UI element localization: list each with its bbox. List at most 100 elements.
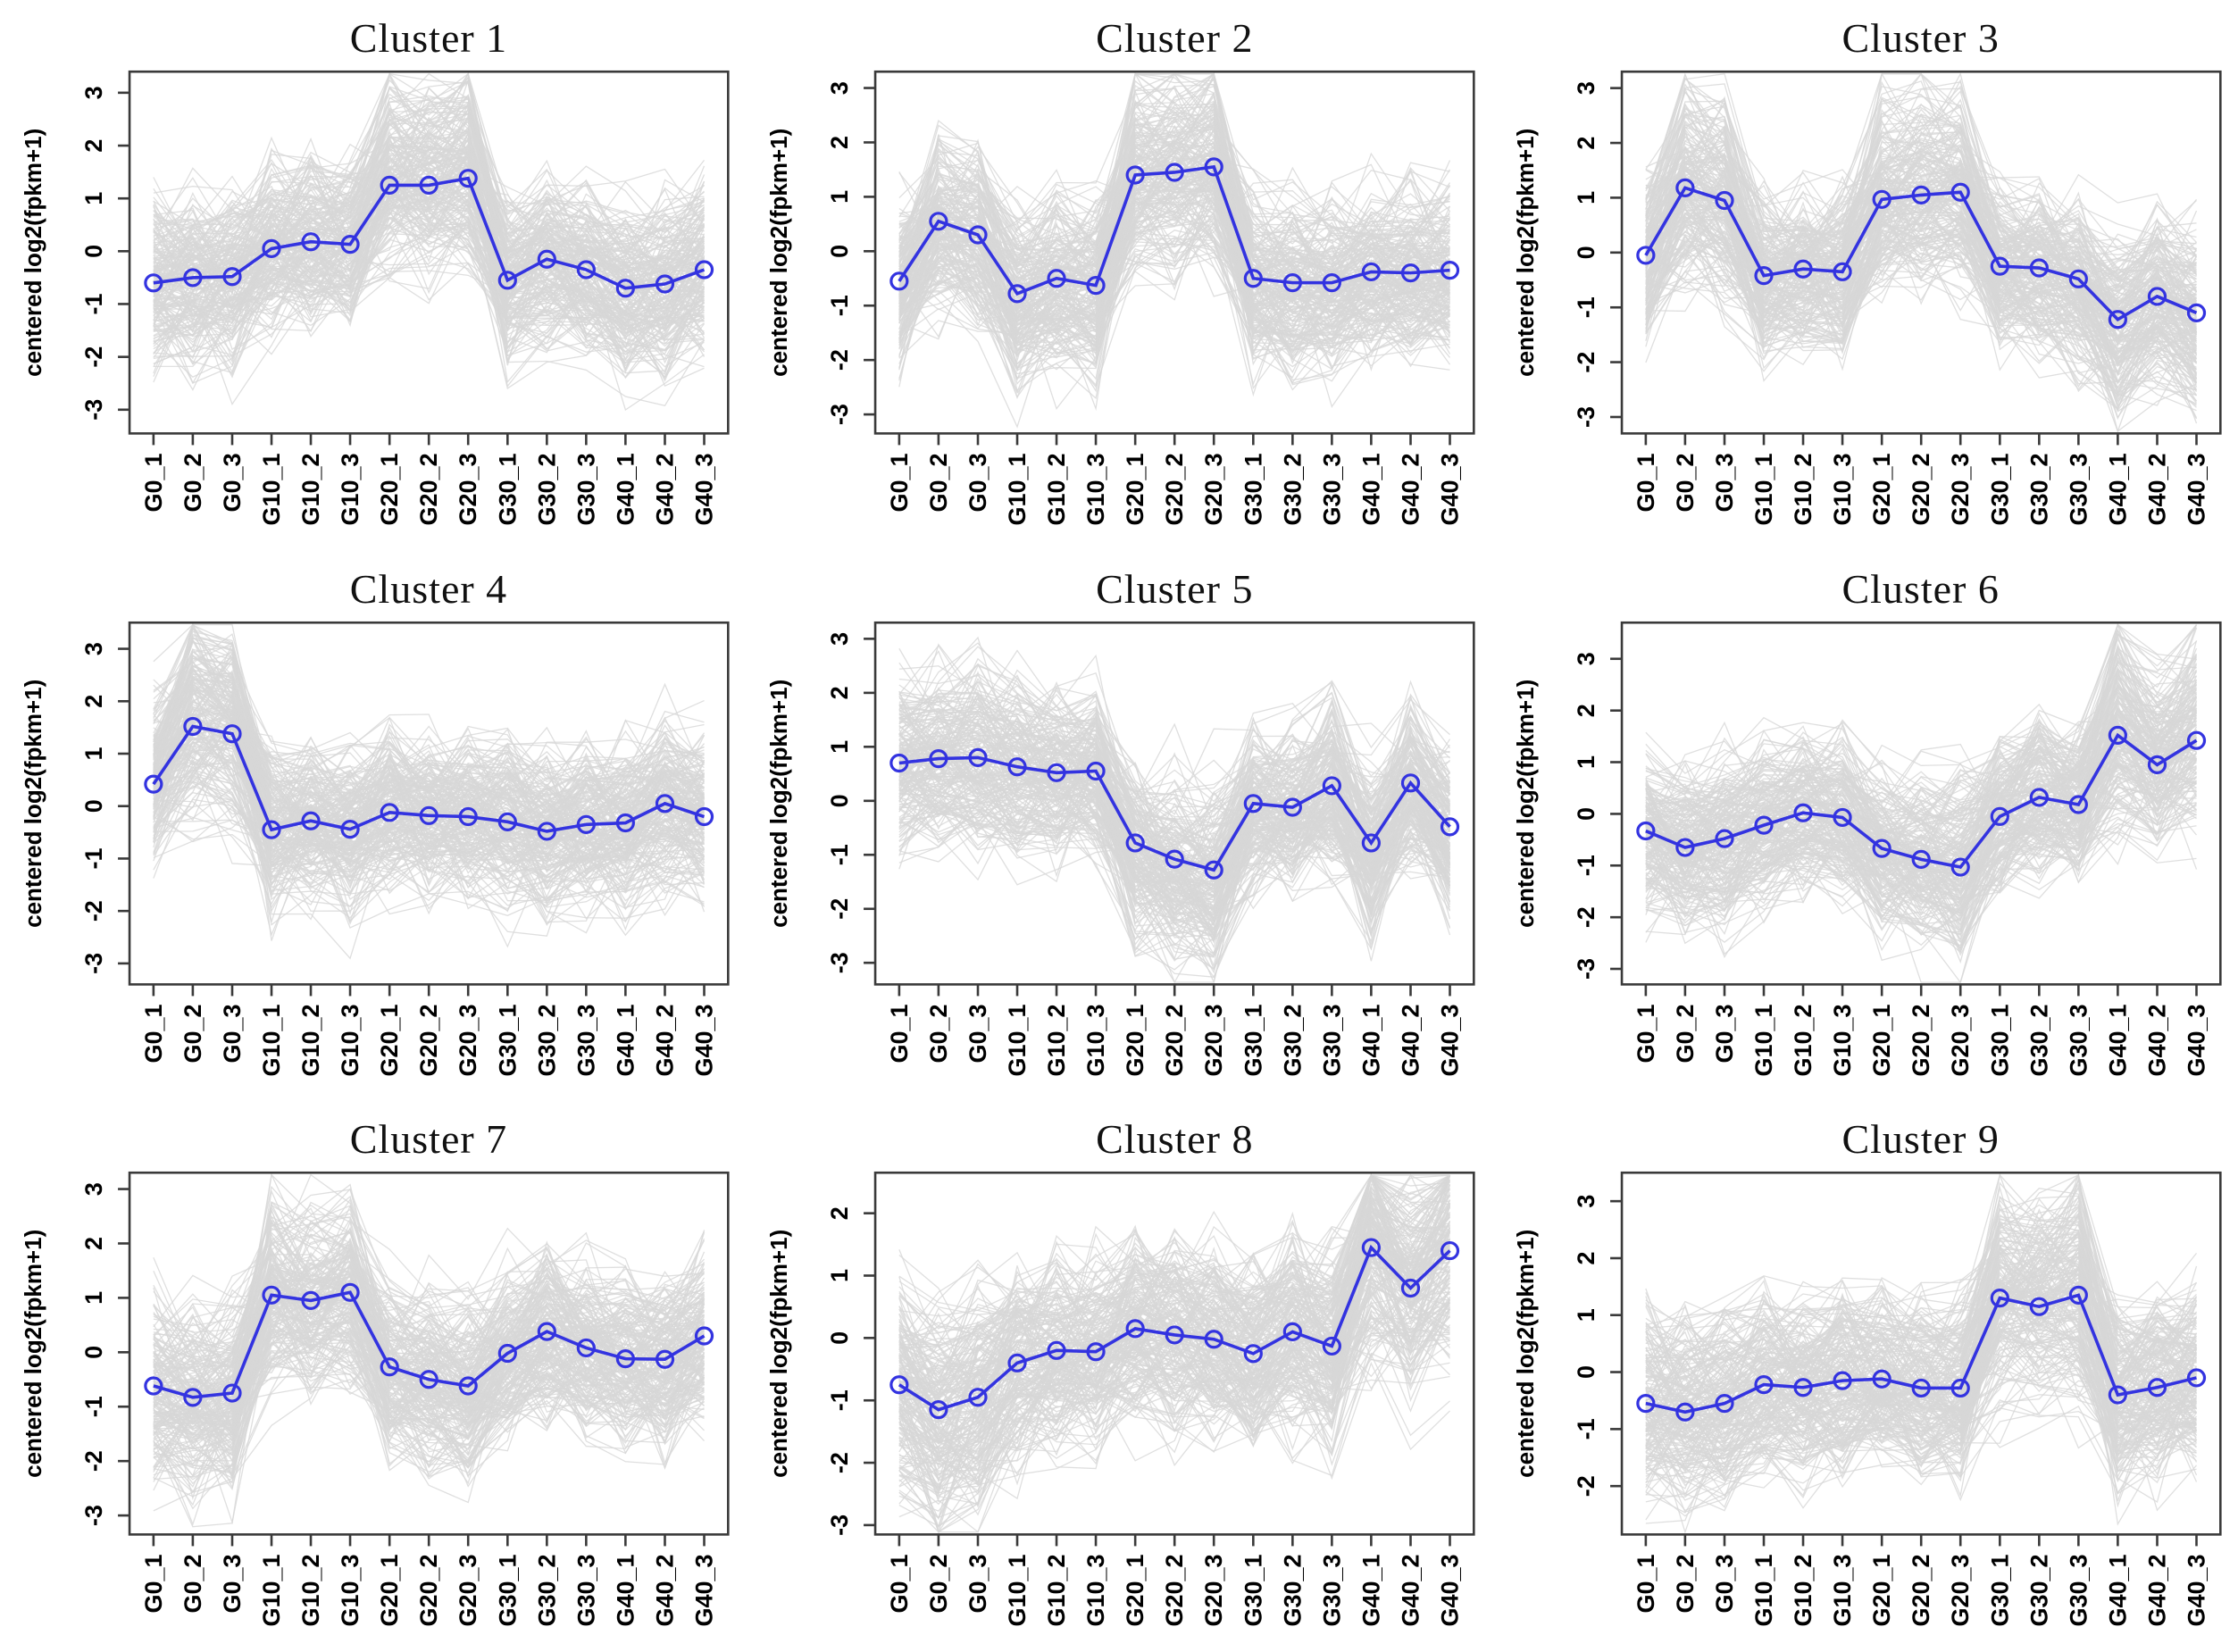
- svg-text:G0_3: G0_3: [965, 453, 991, 512]
- svg-text:2: 2: [80, 694, 107, 707]
- svg-text:G40_2: G40_2: [1398, 1004, 1424, 1076]
- axis-ticks: [118, 1188, 706, 1547]
- plot-title: Cluster 4: [349, 565, 508, 612]
- svg-text:G20_1: G20_1: [1122, 1555, 1148, 1627]
- cluster-6-plot: -3 -2 -1 0 1 2 3 G0_1 G0_2 G0_3 G10_1 G10_2 G10_3 G20…: [1492, 551, 2238, 1102]
- cluster-1-plot: -3 -2 -1 0 1 2 3 G0_1 G0_2 G0_3 G10_1 G10_2 G10_3 G20…: [0, 0, 746, 551]
- svg-text:3: 3: [826, 81, 853, 95]
- axis-tick-labels: -3 -2 -1 0 1 2 G0_1 G0_2 G0_3 G10_1 G10_2 G10_3 G20_…: [826, 1206, 1463, 1626]
- plot-title: Cluster 2: [1096, 15, 1254, 61]
- svg-text:G0_2: G0_2: [925, 1555, 952, 1614]
- svg-text:G0_2: G0_2: [1672, 453, 1699, 512]
- svg-text:1: 1: [1573, 755, 1599, 769]
- y-axis-label: centered log2(fpkm+1): [1512, 1230, 1539, 1478]
- svg-text:-1: -1: [1573, 855, 1599, 876]
- cluster-7-canvas: -3 -2 -1 0 1 2 3 G0_1 G0_2 G0_3 G10_1 G10_2 G10_3 G20…: [20, 1172, 730, 1627]
- svg-text:G30_1: G30_1: [494, 1555, 521, 1627]
- svg-text:G10_2: G10_2: [297, 453, 324, 525]
- svg-text:-2: -2: [80, 346, 107, 368]
- svg-text:G10_1: G10_1: [258, 1004, 285, 1076]
- svg-text:G30_3: G30_3: [2065, 1555, 2092, 1627]
- y-axis-label: centered log2(fpkm+1): [1512, 679, 1539, 927]
- mean-profile-line: [144, 716, 714, 841]
- mean-profile-line: [1635, 178, 2206, 330]
- cluster-4-canvas: -3 -2 -1 0 1 2 3 G0_1 G0_2 G0_3 G10_1 G10_2 G10_3 G20…: [20, 621, 730, 1076]
- svg-text:G20_1: G20_1: [1868, 1555, 1895, 1627]
- axis-ticks: [118, 647, 706, 997]
- svg-text:G10_3: G10_3: [1829, 453, 1856, 525]
- svg-text:G30_2: G30_2: [533, 1004, 560, 1076]
- svg-text:-3: -3: [80, 399, 107, 421]
- svg-text:G30_2: G30_2: [1280, 453, 1307, 525]
- svg-text:-2: -2: [80, 900, 107, 922]
- axis-ticks: [864, 637, 1452, 997]
- svg-text:G30_2: G30_2: [2025, 453, 2052, 525]
- svg-text:G40_3: G40_3: [1437, 1555, 1464, 1627]
- svg-text:G40_2: G40_2: [2143, 1004, 2170, 1076]
- svg-text:G40_3: G40_3: [1437, 1004, 1464, 1076]
- mean-profile-line: [144, 169, 714, 298]
- svg-text:G20_2: G20_2: [1908, 1004, 1934, 1076]
- svg-text:2: 2: [826, 136, 853, 149]
- svg-text:G30_2: G30_2: [533, 453, 560, 525]
- svg-text:G30_1: G30_1: [1986, 1004, 2013, 1076]
- svg-text:G40_3: G40_3: [691, 453, 718, 525]
- gene-profile-lines: [898, 636, 1451, 984]
- svg-text:G30_3: G30_3: [572, 1004, 599, 1076]
- axis-ticks: [1609, 657, 2198, 997]
- svg-text:G30_1: G30_1: [1240, 1555, 1267, 1627]
- svg-text:centered log2(fpkm+1): centered log2(fpkm+1): [765, 1230, 792, 1478]
- svg-text:G10_2: G10_2: [1790, 1004, 1816, 1076]
- svg-text:G40_1: G40_1: [612, 1555, 639, 1627]
- y-axis-label: centered log2(fpkm+1): [765, 129, 792, 377]
- gene-profile-lines: [153, 622, 706, 960]
- svg-text:G0_1: G0_1: [1633, 1555, 1659, 1614]
- svg-text:1: 1: [826, 190, 853, 204]
- cluster-1-canvas: -3 -2 -1 0 1 2 3 G0_1 G0_2 G0_3 G10_1 G10_2 G10_3 G20…: [20, 70, 730, 525]
- svg-text:G30_3: G30_3: [572, 1555, 599, 1627]
- axis-tick-labels: -3 -2 -1 0 1 2 3 G0_1 G0_2 G0_3 G10_1 G10_2 G10_3 G20…: [1573, 81, 2209, 525]
- svg-text:-1: -1: [826, 1390, 853, 1412]
- axis-ticks: [864, 1212, 1452, 1547]
- svg-text:G0_2: G0_2: [1672, 1555, 1699, 1614]
- svg-text:G30_2: G30_2: [533, 1555, 560, 1627]
- svg-text:G40_2: G40_2: [651, 1004, 678, 1076]
- cluster-4-plot: -3 -2 -1 0 1 2 3 G0_1 G0_2 G0_3 G10_1 G10_2 G10_3 G20…: [0, 551, 746, 1102]
- axis-ticks: [864, 87, 1452, 446]
- svg-text:3: 3: [1573, 1195, 1599, 1208]
- axis-tick-labels: -3 -2 -1 0 1 2 3 G0_1 G0_2 G0_3 G10_1 G10_2 G10_3 G20…: [826, 631, 1463, 1076]
- svg-text:G20_1: G20_1: [1122, 453, 1148, 525]
- svg-text:2: 2: [1573, 1252, 1599, 1265]
- svg-text:G0_3: G0_3: [219, 1004, 246, 1063]
- svg-text:centered log2(fpkm+1): centered log2(fpkm+1): [1512, 129, 1539, 377]
- svg-text:G20_3: G20_3: [455, 453, 481, 525]
- svg-text:G0_1: G0_1: [886, 1555, 913, 1614]
- axis-ticks: [1609, 87, 2198, 446]
- svg-text:G20_1: G20_1: [1868, 453, 1895, 525]
- svg-text:G0_1: G0_1: [1633, 1004, 1659, 1063]
- svg-text:G0_2: G0_2: [180, 453, 206, 512]
- svg-text:G40_1: G40_1: [612, 1004, 639, 1076]
- svg-text:-2: -2: [826, 1452, 853, 1473]
- svg-text:G10_3: G10_3: [337, 453, 363, 525]
- svg-text:G20_2: G20_2: [1162, 453, 1189, 525]
- axis-ticks: [1609, 1200, 2198, 1547]
- axis-tick-labels: -3 -2 -1 0 1 2 3 G0_1 G0_2 G0_3 G10_1 G10_2 G10_3 G20…: [80, 642, 717, 1076]
- svg-text:G10_3: G10_3: [1082, 1004, 1109, 1076]
- svg-text:G10_3: G10_3: [1082, 453, 1109, 525]
- svg-text:G10_2: G10_2: [1790, 1555, 1816, 1627]
- gene-profile-lines: [153, 71, 706, 412]
- svg-text:1: 1: [80, 747, 107, 760]
- mean-profile-line: [889, 747, 1460, 880]
- cluster-8-canvas: -3 -2 -1 0 1 2 G0_1 G0_2 G0_3 G10_1 G10_2 G10_3 G20_…: [765, 1172, 1475, 1627]
- svg-text:2: 2: [80, 1237, 107, 1250]
- svg-text:0: 0: [826, 794, 853, 807]
- y-axis-label: centered log2(fpkm+1): [1512, 129, 1539, 377]
- svg-text:G40_3: G40_3: [691, 1004, 718, 1076]
- svg-text:G10_2: G10_2: [297, 1555, 324, 1627]
- y-axis-label: centered log2(fpkm+1): [765, 1230, 792, 1478]
- y-axis-label: centered log2(fpkm+1): [20, 1230, 46, 1478]
- cluster-5-plot: -3 -2 -1 0 1 2 3 G0_1 G0_2 G0_3 G10_1 G10_2 G10_3 G20…: [746, 551, 1491, 1102]
